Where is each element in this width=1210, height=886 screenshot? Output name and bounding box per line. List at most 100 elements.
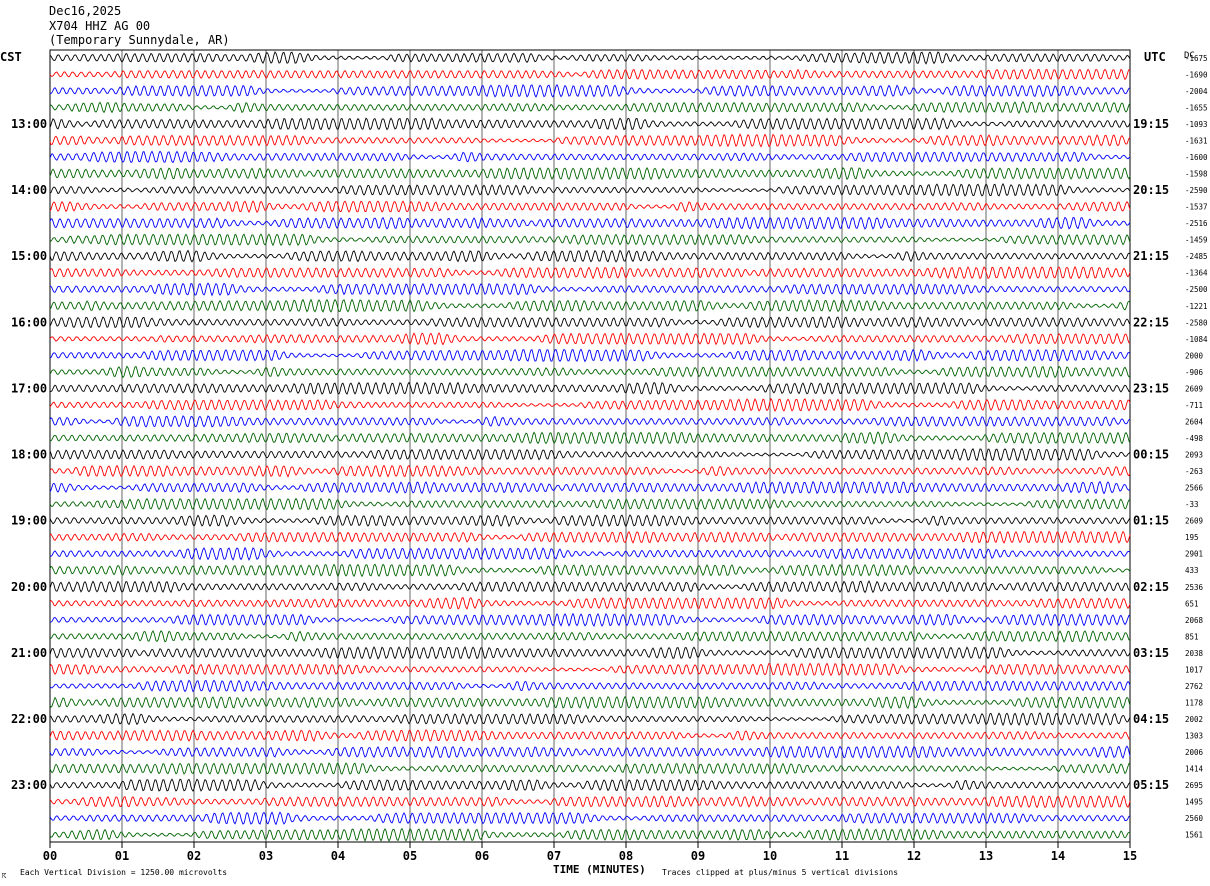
location-label: (Temporary Sunnydale, AR) (49, 33, 230, 47)
trace-line (49, 811, 1131, 826)
dc-offset-label: -1598 (1185, 170, 1208, 179)
cst-hour-label: 20:00 (11, 580, 47, 594)
trace-line (49, 597, 1131, 610)
trace-line (49, 282, 1131, 297)
trace-line (49, 546, 1131, 561)
x-tick-label: 02 (187, 849, 201, 863)
dc-offset-label: -1093 (1185, 120, 1208, 129)
dc-offset-label: -263 (1185, 467, 1203, 476)
utc-label: UTC (1144, 50, 1166, 64)
trace-line (49, 712, 1131, 727)
dc-offset-label: 195 (1185, 533, 1199, 542)
trace-line (49, 365, 1131, 379)
x-tick-label: 11 (835, 849, 849, 863)
utc-hour-labels: 19:15 20:15 21:15 22:15 23:15 00:15 01:15 02:15… (1133, 117, 1169, 792)
dc-offset-label: -1221 (1185, 302, 1208, 311)
scale-note: Each Vertical Division = 1250.00 microvo… (20, 868, 227, 877)
dc-offset-label: -1600 (1185, 153, 1208, 162)
dc-label: DC (1184, 51, 1195, 61)
utc-hour-label: 21:15 (1133, 249, 1169, 263)
trace-line (49, 646, 1131, 660)
x-tick-label: 06 (475, 849, 489, 863)
trace-line (49, 480, 1131, 495)
x-tick-label: 08 (619, 849, 633, 863)
dc-offset-label: -1459 (1185, 236, 1208, 245)
utc-hour-label: 02:15 (1133, 580, 1169, 594)
dc-offset-label: 1495 (1185, 798, 1203, 807)
utc-hour-label: 00:15 (1133, 448, 1169, 462)
trace-line (49, 348, 1131, 363)
x-axis-title: TIME (MINUTES) (553, 863, 646, 876)
trace-line (49, 68, 1131, 81)
dc-offset-label: -2485 (1185, 252, 1208, 261)
dc-offset-label: 2006 (1185, 748, 1204, 757)
x-tick-label: 15 (1123, 849, 1137, 863)
plot-header: Dec16,2025 X704 HHZ AG 00 (Temporary Sun… (49, 4, 230, 48)
dc-offset-label: -1631 (1185, 136, 1208, 145)
utc-hour-label: 23:15 (1133, 381, 1169, 395)
dc-offset-label: 2068 (1185, 616, 1204, 625)
x-tick-label: 00 (43, 849, 57, 863)
cst-hour-label: 16:00 (11, 315, 47, 329)
trace-line (49, 679, 1131, 693)
cst-label: CST (0, 50, 22, 64)
x-tick-label: 10 (763, 849, 777, 863)
trace-line (49, 563, 1131, 578)
trace-line (49, 464, 1131, 478)
utc-hour-label: 05:15 (1133, 778, 1169, 792)
cst-hour-label: 19:00 (11, 514, 47, 528)
dc-offset-label: -2590 (1185, 186, 1208, 195)
dc-offset-label: -2500 (1185, 285, 1208, 294)
x-tick-label: 07 (547, 849, 561, 863)
plot-frame (49, 49, 1131, 843)
x-axis: 00 01 02 03 04 05 06 07 08 09 10 11 12 13 14 15 (43, 842, 1137, 863)
trace-line (49, 745, 1131, 759)
trace-line (49, 695, 1131, 710)
dc-offset-label: -33 (1185, 500, 1199, 509)
x-tick-label: 05 (403, 849, 417, 863)
dc-offset-label: -1537 (1185, 203, 1208, 212)
dc-offset-label: -1084 (1185, 335, 1208, 344)
dc-offset-label: 2093 (1185, 451, 1203, 460)
x-tick-label: 13 (979, 849, 993, 863)
dc-offset-label: -2004 (1185, 87, 1208, 96)
trace-line (49, 216, 1131, 230)
dc-offset-label: -906 (1185, 368, 1204, 377)
dc-offset-label: -711 (1185, 401, 1203, 410)
cst-hour-label: 15:00 (11, 249, 47, 263)
dc-offset-label: 2038 (1185, 649, 1204, 658)
trace-line (49, 662, 1131, 677)
trace-line (49, 133, 1131, 148)
trace-line (49, 117, 1131, 131)
trace-line (49, 316, 1131, 329)
dc-offset-label: 2536 (1185, 583, 1204, 592)
trace-line (49, 431, 1131, 445)
seismic-traces (49, 51, 1131, 842)
trace-line (49, 795, 1131, 809)
trace-line (49, 51, 1131, 65)
trace-line (49, 397, 1131, 413)
trace-line (49, 249, 1131, 263)
x-tick-label: 12 (907, 849, 921, 863)
trace-line (49, 415, 1131, 428)
plot-grid (49, 49, 1131, 843)
trace-line (49, 778, 1131, 792)
utc-hour-label: 22:15 (1133, 315, 1169, 329)
clip-note: Traces clipped at plus/minus 5 vertical … (662, 868, 898, 877)
trace-line (49, 530, 1131, 544)
dc-offset-label: 2560 (1185, 814, 1204, 823)
dc-offset-label: 2566 (1185, 484, 1204, 493)
dc-offset-label: -2516 (1185, 219, 1208, 228)
date-label: Dec16,2025 (49, 4, 122, 18)
dc-offset-label: 2901 (1185, 550, 1203, 559)
dc-offset-label: 1178 (1185, 698, 1204, 707)
dc-offset-label: 2609 (1185, 384, 1203, 393)
x-tick-label: 03 (259, 849, 273, 863)
trace-line (49, 101, 1131, 114)
trace-line (49, 332, 1131, 346)
trace-line (49, 729, 1131, 743)
cst-hour-label: 18:00 (11, 448, 47, 462)
x-tick-label: 09 (691, 849, 705, 863)
dc-offset-label: 2695 (1185, 781, 1203, 790)
cst-hour-labels: 13:00 14:00 15:00 16:00 17:00 18:00 19:00 20:00… (11, 117, 47, 792)
